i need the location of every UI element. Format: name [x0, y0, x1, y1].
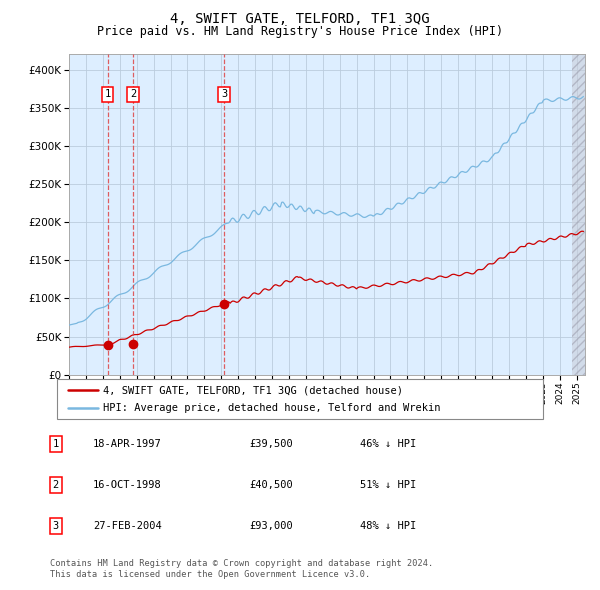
Text: 1: 1	[53, 439, 59, 448]
Text: 4, SWIFT GATE, TELFORD, TF1 3QG: 4, SWIFT GATE, TELFORD, TF1 3QG	[170, 12, 430, 26]
Bar	[572, 54, 585, 375]
Text: 3: 3	[53, 522, 59, 531]
Text: £93,000: £93,000	[249, 522, 293, 531]
Text: 27-FEB-2004: 27-FEB-2004	[93, 522, 162, 531]
Text: £39,500: £39,500	[249, 439, 293, 448]
Text: HPI: Average price, detached house, Telford and Wrekin: HPI: Average price, detached house, Telf…	[103, 404, 440, 414]
Text: 2: 2	[130, 89, 136, 99]
Text: Contains HM Land Registry data © Crown copyright and database right 2024.
This d: Contains HM Land Registry data © Crown c…	[50, 559, 433, 579]
Text: 51% ↓ HPI: 51% ↓ HPI	[360, 480, 416, 490]
Text: 4, SWIFT GATE, TELFORD, TF1 3QG (detached house): 4, SWIFT GATE, TELFORD, TF1 3QG (detache…	[103, 385, 403, 395]
Text: 16-OCT-1998: 16-OCT-1998	[93, 480, 162, 490]
Text: 2: 2	[53, 480, 59, 490]
Text: 1: 1	[104, 89, 111, 99]
Text: 18-APR-1997: 18-APR-1997	[93, 439, 162, 448]
Text: Price paid vs. HM Land Registry's House Price Index (HPI): Price paid vs. HM Land Registry's House …	[97, 25, 503, 38]
Text: 48% ↓ HPI: 48% ↓ HPI	[360, 522, 416, 531]
Text: £40,500: £40,500	[249, 480, 293, 490]
Text: 3: 3	[221, 89, 227, 99]
Text: 46% ↓ HPI: 46% ↓ HPI	[360, 439, 416, 448]
